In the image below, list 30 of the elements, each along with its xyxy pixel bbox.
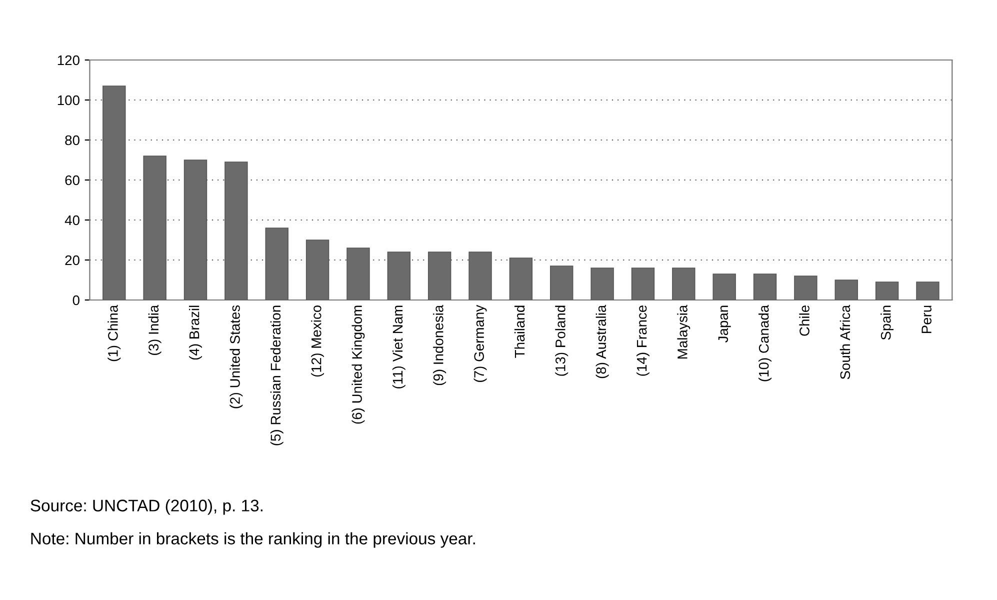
x-tick-label: Malaysia bbox=[677, 304, 690, 359]
x-tick-label: (7) Germany bbox=[474, 304, 487, 382]
x-tick-label: (2) United States bbox=[230, 305, 243, 408]
y-tick-label: 100 bbox=[58, 95, 80, 106]
x-tick-label: Spain bbox=[880, 306, 894, 340]
text: Note: Number in brackets is the ranking in the previous year. bbox=[31, 532, 475, 548]
x-tick-label: (11) Viet Nam bbox=[392, 306, 406, 388]
x-tick-label: (3) India bbox=[148, 304, 162, 355]
x-tick-label: Chile bbox=[799, 305, 810, 336]
x-tick-label: (12) Mexico bbox=[311, 305, 324, 377]
x-tick-label: Thailand bbox=[514, 306, 525, 358]
x-tick-label: (6) United Kingdom bbox=[352, 306, 365, 424]
x-tick-label: Peru bbox=[922, 306, 932, 334]
x-tick-label: Japan bbox=[718, 306, 731, 342]
x-tick-label: (10) Canada bbox=[758, 304, 772, 382]
y-tick-label: 20 bbox=[65, 255, 80, 266]
y-tick-label: 80 bbox=[65, 135, 80, 146]
x-tick-label: (13) Poland bbox=[555, 306, 568, 376]
x-tick-label: (9) Indonesia bbox=[433, 304, 446, 386]
x-tick-label: (5) Russian Federation bbox=[270, 306, 284, 446]
y-tick-label: 120 bbox=[58, 55, 80, 66]
x-tick-label: (4) Brazil bbox=[189, 306, 202, 360]
x-tick-label: (14) France bbox=[636, 305, 650, 376]
x-tick-label: (1) China bbox=[108, 304, 121, 362]
source-note: Source: UNCTAD (2010), p. 13. bbox=[30, 499, 262, 515]
y-tick-label: 40 bbox=[64, 215, 80, 226]
x-tick-label: (8) Australia bbox=[596, 304, 609, 378]
y-tick-label: 0 bbox=[72, 295, 80, 306]
x-tick-label: South Africa bbox=[840, 304, 850, 380]
y-tick-label: 60 bbox=[65, 175, 80, 186]
